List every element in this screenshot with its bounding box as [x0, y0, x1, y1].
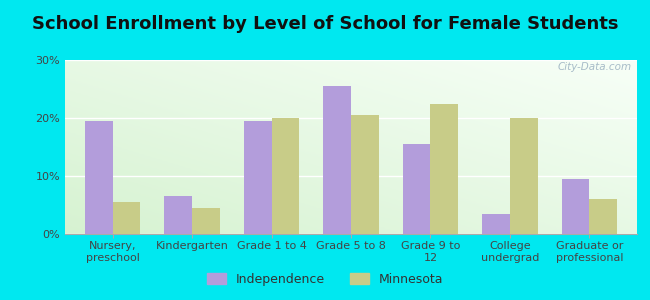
Legend: Independence, Minnesota: Independence, Minnesota [202, 268, 448, 291]
Bar [562, 179, 590, 234]
Text: School Enrollment by Level of School for Female Students: School Enrollment by Level of School for… [32, 15, 618, 33]
Bar [590, 199, 617, 234]
Bar [164, 196, 192, 234]
Bar [272, 118, 300, 234]
Bar [482, 214, 510, 234]
Bar [430, 103, 458, 234]
Bar [323, 86, 351, 234]
Bar [402, 144, 430, 234]
Text: City-Data.com: City-Data.com [557, 62, 631, 72]
Bar [244, 121, 272, 234]
Bar [510, 118, 538, 234]
Bar [85, 121, 112, 234]
Bar [112, 202, 140, 234]
Bar [351, 115, 379, 234]
Bar [192, 208, 220, 234]
